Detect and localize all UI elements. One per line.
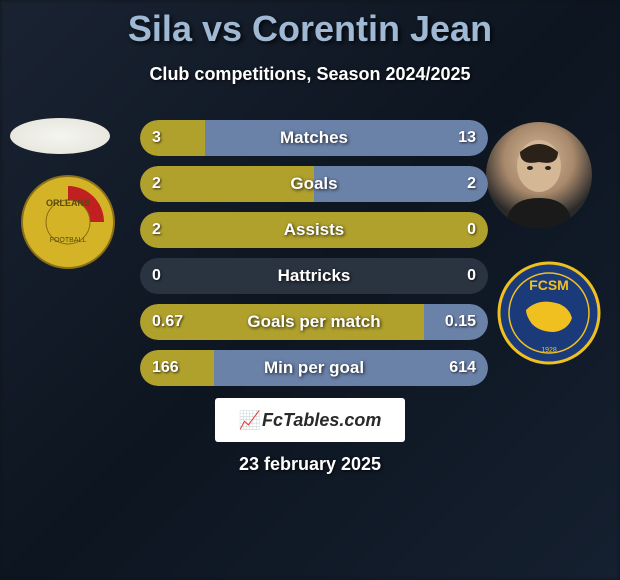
value-left: 0 [152, 267, 161, 285]
page-title: Sila vs Corentin Jean [0, 0, 620, 50]
svg-text:1928: 1928 [541, 347, 557, 354]
bar-left [140, 120, 205, 156]
club-badge-left: ORLEANS FOOTBALL [18, 172, 118, 272]
value-left: 3 [152, 129, 161, 147]
stat-label: Min per goal [264, 358, 364, 378]
chart-icon: 📈 [239, 410, 262, 430]
stat-row: 0 0 Hattricks [140, 258, 488, 294]
stat-label: Matches [280, 128, 348, 148]
value-left: 2 [152, 221, 161, 239]
value-right: 0 [467, 267, 476, 285]
stat-label: Assists [284, 220, 344, 240]
value-left: 2 [152, 175, 161, 193]
stat-row: 2 0 Assists [140, 212, 488, 248]
svg-text:FCSM: FCSM [529, 277, 569, 293]
value-right: 2 [467, 175, 476, 193]
value-left: 0.67 [152, 313, 183, 331]
value-left: 166 [152, 359, 179, 377]
stats-chart: 3 13 Matches 2 2 Goals 2 0 Assists 0 0 Hattricks 0.6… [140, 120, 488, 396]
stat-row: 0.67 0.15 Goals per match [140, 304, 488, 340]
club-badge-right: FCSM 1928 [496, 260, 602, 366]
subtitle: Club competitions, Season 2024/2025 [0, 64, 620, 85]
player-avatar-right [486, 122, 592, 228]
stat-label: Goals [290, 174, 337, 194]
value-right: 0 [467, 221, 476, 239]
stat-row: 166 614 Min per goal [140, 350, 488, 386]
stat-row: 2 2 Goals [140, 166, 488, 202]
content-wrapper: Sila vs Corentin Jean Club competitions,… [0, 0, 620, 580]
value-right: 0.15 [445, 313, 476, 331]
stat-label: Goals per match [247, 312, 380, 332]
svg-text:FOOTBALL: FOOTBALL [50, 237, 87, 244]
brand-text: FcTables.com [262, 410, 381, 430]
brand-attribution: 📈 FcTables.com [215, 398, 405, 442]
bar-right [314, 166, 488, 202]
stat-row: 3 13 Matches [140, 120, 488, 156]
value-right: 13 [458, 129, 476, 147]
svg-text:ORLEANS: ORLEANS [46, 198, 90, 208]
stat-label: Hattricks [278, 266, 351, 286]
player-avatar-left [10, 118, 110, 154]
bar-left [140, 166, 314, 202]
value-right: 614 [449, 359, 476, 377]
date-label: 23 february 2025 [239, 454, 381, 475]
